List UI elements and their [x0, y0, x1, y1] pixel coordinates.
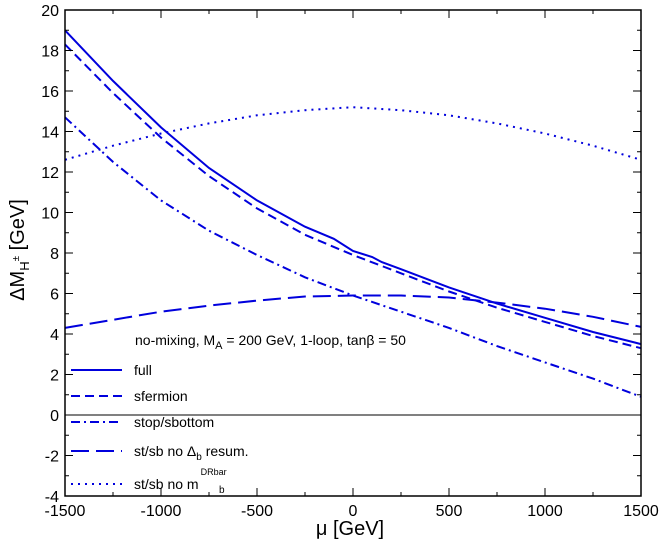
x-tick-label: 0 [349, 503, 358, 520]
y-tick-label: 18 [41, 44, 59, 61]
x-tick-label: 1000 [527, 503, 563, 520]
series-line-4 [64, 294, 642, 329]
y-tick-label: 14 [41, 125, 59, 142]
y-tick-label: 2 [50, 368, 59, 385]
x-tick-label: -1500 [45, 503, 86, 520]
legend-label: st/sb no Δb resum. [134, 443, 249, 463]
series-line-5 [64, 106, 642, 161]
y-tick-label: 10 [41, 206, 59, 223]
series-line-3 [64, 116, 642, 398]
y-tick-label: -4 [45, 489, 59, 506]
x-tick-label: 1500 [623, 503, 659, 520]
y-tick-label: 6 [50, 287, 59, 304]
legend-label: sfermion [134, 388, 188, 404]
y-tick-label: 0 [50, 408, 59, 425]
axes-layer [64, 9, 642, 497]
y-tick-label: 16 [41, 84, 59, 101]
y-tick-label: 8 [50, 246, 59, 263]
legend: full sfermion stop/sbottom st/sb no Δb resu… [71, 362, 249, 496]
legend-label: full [134, 362, 152, 378]
x-tick-label: 500 [436, 503, 463, 520]
series-layer [64, 29, 642, 398]
y-tick-label: 4 [50, 327, 59, 344]
x-axis-label: μ [GeV] [316, 518, 384, 540]
x-tick-label: -500 [241, 503, 273, 520]
legend-label: st/sb no mDRbar b [134, 467, 227, 496]
series-line-1 [64, 29, 642, 346]
y-axis-label: ΔMH± [GeV] [7, 199, 32, 301]
legend-label: stop/sbottom [134, 414, 214, 430]
series-line-2 [64, 43, 642, 350]
x-tick-label: -1000 [141, 503, 182, 520]
y-tick-label: 12 [41, 165, 59, 182]
tick-labels: -1500 -1000 -500 0 500 1000 1500 -4 -2 0 2 4 6 8 10 12 1… [41, 3, 659, 520]
chart-annotation: no-mixing, MA = 200 GeV, 1-loop, tanβ = … [135, 332, 406, 352]
y-tick-label: 20 [41, 3, 59, 20]
y-tick-label: -2 [45, 449, 59, 466]
